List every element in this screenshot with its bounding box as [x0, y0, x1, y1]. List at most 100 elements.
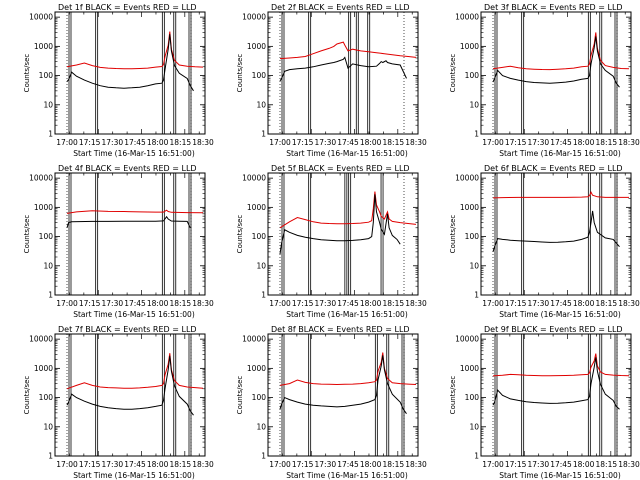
series-red-lld: [492, 353, 630, 377]
y-tick-label: 100: [252, 232, 267, 241]
x-tick-label: 18:00: [147, 138, 169, 147]
series-red-lld: [66, 209, 204, 214]
x-axis-label: Start Time (16-Mar-15 16:51:00): [286, 471, 408, 480]
x-tick-label: 17:15: [292, 460, 314, 469]
x-tick-label: 17:45: [337, 138, 359, 147]
y-axis-label: Counts/sec: [23, 376, 31, 415]
x-axis-label: Start Time (16-Mar-15 16:51:00): [73, 471, 195, 480]
x-tick-label: 17:45: [550, 460, 572, 469]
x-tick-label: 18:15: [596, 138, 618, 147]
x-tick-label: 17:30: [102, 299, 124, 308]
x-tick-label: 17:15: [79, 299, 101, 308]
y-tick-label: 10: [469, 261, 479, 270]
x-tick-label: 18:00: [573, 138, 595, 147]
series-red-lld: [279, 41, 417, 60]
y-tick-label: 1: [261, 130, 266, 139]
series-black-events: [66, 355, 194, 416]
series-red-lld: [279, 352, 417, 386]
y-tick-label: 1000: [460, 42, 479, 51]
chart-panel-3: Det 3f BLACK = Events RED = LLD 1 10 100 100…: [449, 3, 640, 158]
series-black-events: [66, 34, 194, 92]
chart-panel-2: Det 2f BLACK = Events RED = LLD 1 10 100 100…: [236, 3, 427, 158]
x-tick-label: 17:45: [337, 460, 359, 469]
y-tick-label: 1000: [247, 364, 266, 373]
y-tick-label: 10: [469, 422, 479, 431]
x-tick-label: 17:45: [124, 138, 146, 147]
plot-frame: [267, 172, 419, 296]
x-tick-label: 17:45: [124, 460, 146, 469]
x-tick-label: 17:45: [550, 299, 572, 308]
series-red-lld: [66, 31, 204, 70]
series-black-events: [279, 56, 407, 82]
x-tick-label: 17:45: [124, 299, 146, 308]
series-black-events: [66, 215, 191, 229]
y-tick-label: 100: [39, 393, 54, 402]
y-tick-label: 1: [261, 452, 266, 461]
x-tick-label: 17:00: [269, 299, 291, 308]
x-tick-label: 17:30: [102, 138, 124, 147]
y-tick-label: 1: [48, 291, 53, 300]
y-tick-label: 10000: [455, 335, 479, 344]
x-tick-label: 18:15: [383, 299, 405, 308]
panel-title: Det 8f BLACK = Events RED = LLD: [271, 325, 410, 334]
x-tick-label: 17:30: [528, 460, 550, 469]
y-axis-label: Counts/sec: [449, 54, 457, 93]
y-tick-label: 1000: [460, 364, 479, 373]
y-tick-label: 100: [252, 71, 267, 80]
panel-title: Det 1f BLACK = Events RED = LLD: [58, 3, 197, 12]
x-tick-label: 17:15: [292, 138, 314, 147]
plot-frame: [54, 172, 206, 296]
x-tick-label: 17:15: [505, 299, 527, 308]
series-black-events: [279, 194, 401, 255]
y-tick-label: 100: [465, 393, 480, 402]
x-tick-label: 18:30: [192, 460, 214, 469]
x-tick-label: 18:30: [192, 138, 214, 147]
x-tick-label: 17:15: [79, 460, 101, 469]
y-tick-label: 10000: [29, 335, 53, 344]
x-tick-label: 17:00: [269, 460, 291, 469]
x-tick-label: 17:00: [56, 138, 78, 147]
x-tick-label: 18:30: [405, 138, 427, 147]
x-tick-label: 17:00: [269, 138, 291, 147]
y-tick-label: 100: [252, 393, 267, 402]
x-tick-label: 17:00: [56, 299, 78, 308]
x-axis-label: Start Time (16-Mar-15 16:51:00): [499, 471, 621, 480]
y-tick-label: 1000: [34, 203, 53, 212]
y-tick-label: 10000: [455, 13, 479, 22]
y-tick-label: 1: [474, 130, 479, 139]
x-tick-label: 17:30: [528, 138, 550, 147]
y-axis-label: Counts/sec: [236, 376, 244, 415]
plot-frame: [480, 11, 632, 135]
panel-title: Det 7f BLACK = Events RED = LLD: [58, 325, 197, 334]
y-tick-label: 1: [474, 452, 479, 461]
x-tick-label: 18:30: [405, 460, 427, 469]
x-tick-label: 18:15: [170, 460, 192, 469]
x-tick-label: 17:00: [482, 460, 504, 469]
y-tick-label: 10: [256, 261, 266, 270]
x-tick-label: 18:00: [360, 460, 382, 469]
y-tick-label: 10: [256, 100, 266, 109]
plot-frame: [267, 11, 419, 135]
x-tick-label: 17:15: [505, 460, 527, 469]
x-axis-label: Start Time (16-Mar-15 16:51:00): [286, 310, 408, 319]
panel-title: Det 3f BLACK = Events RED = LLD: [484, 3, 623, 12]
y-axis-label: Counts/sec: [23, 54, 31, 93]
x-tick-label: 17:45: [550, 138, 572, 147]
y-tick-label: 100: [465, 71, 480, 80]
chart-panel-8: Det 8f BLACK = Events RED = LLD 1 10 100 100…: [236, 325, 427, 480]
y-tick-label: 1: [261, 291, 266, 300]
x-tick-label: 17:30: [528, 299, 550, 308]
y-tick-label: 10000: [242, 13, 266, 22]
x-tick-label: 18:00: [147, 460, 169, 469]
chart-panel-5: Det 5f BLACK = Events RED = LLD 1 10 100 100…: [236, 164, 427, 319]
panel-title: Det 6f BLACK = Events RED = LLD: [484, 164, 623, 173]
x-tick-label: 17:30: [315, 299, 337, 308]
series-red-lld: [66, 353, 204, 390]
y-tick-label: 10: [43, 422, 53, 431]
x-tick-label: 18:00: [147, 299, 169, 308]
series-red-lld: [279, 191, 417, 229]
y-tick-label: 10: [469, 100, 479, 109]
x-tick-label: 18:00: [573, 299, 595, 308]
x-tick-label: 17:30: [315, 138, 337, 147]
